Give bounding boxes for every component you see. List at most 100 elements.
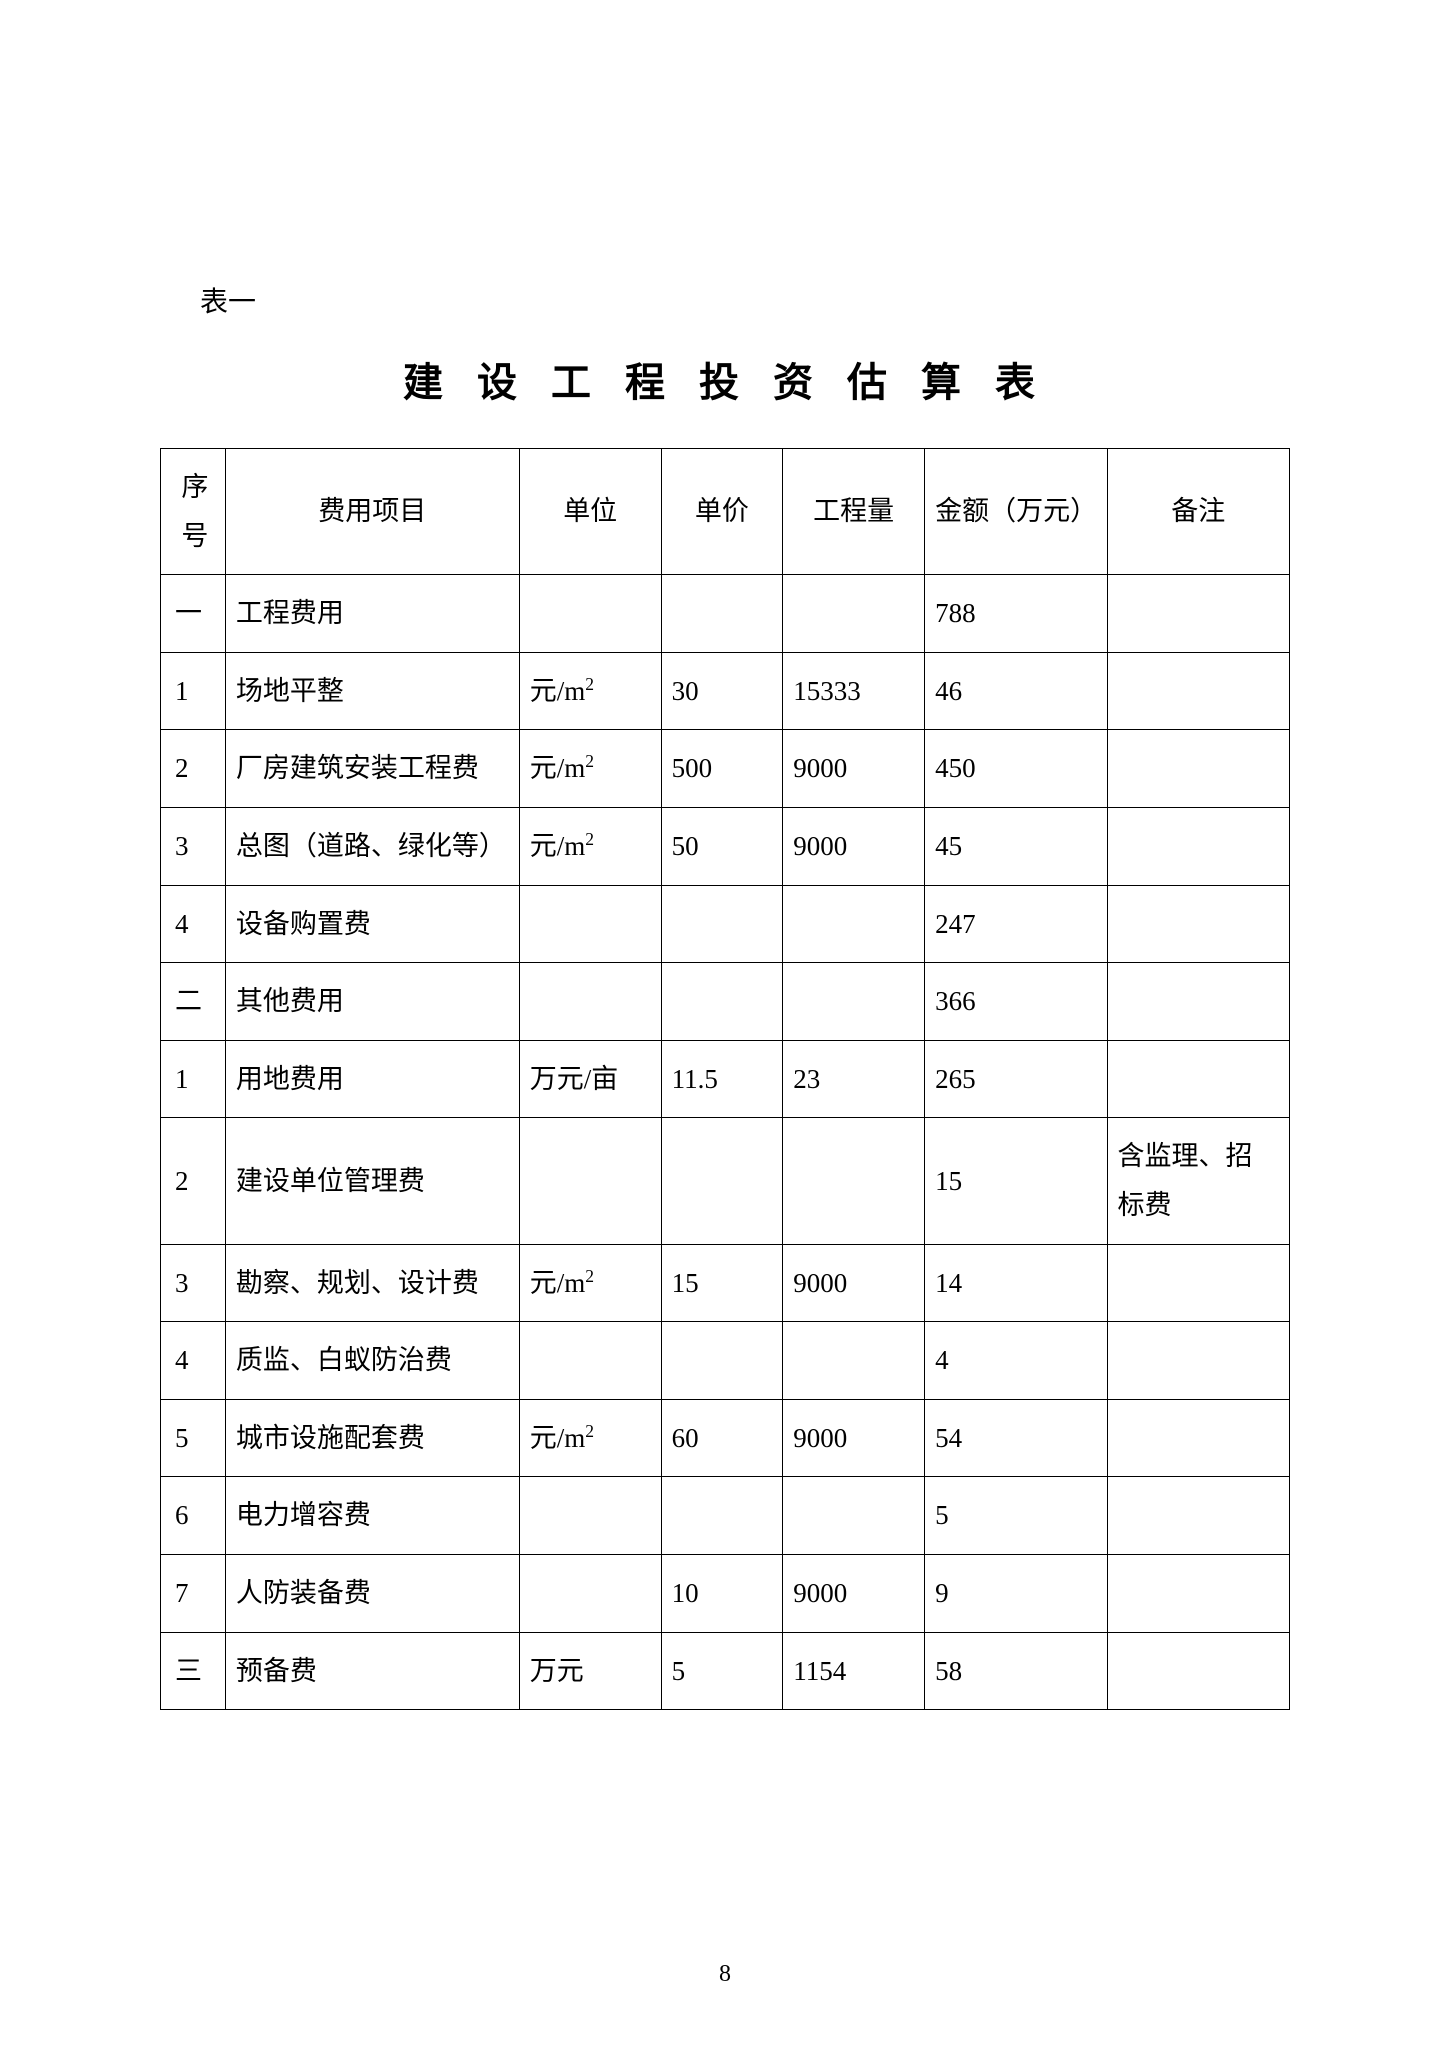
cell-unit: [519, 1118, 661, 1244]
cell-qty: 9000: [783, 730, 925, 808]
cell-unit: [519, 1554, 661, 1632]
cell-seq: 4: [161, 885, 226, 963]
cell-remark: 含监理、招标费: [1107, 1118, 1289, 1244]
cell-amount: 54: [925, 1399, 1107, 1477]
cell-remark: [1107, 963, 1289, 1041]
unit-prefix: 元/m: [530, 1423, 586, 1453]
cell-item: 厂房建筑安装工程费: [225, 730, 519, 808]
page-number: 8: [0, 1961, 1450, 1988]
cell-qty: [783, 885, 925, 963]
document-page: 表一 建 设 工 程 投 资 估 算 表 序号 费用项目 单位 单价 工程量 金…: [0, 0, 1450, 2048]
cell-amount: 45: [925, 807, 1107, 885]
cell-seq: 1: [161, 652, 226, 730]
cell-seq: 3: [161, 1244, 226, 1322]
cell-item: 其他费用: [225, 963, 519, 1041]
unit-sup: 2: [585, 1266, 594, 1286]
cell-item: 城市设施配套费: [225, 1399, 519, 1477]
cell-unit: [519, 885, 661, 963]
cell-amount: 5: [925, 1477, 1107, 1555]
cell-seq: 1: [161, 1040, 226, 1118]
unit-sup: 2: [585, 751, 594, 771]
cell-unit: 万元/亩: [519, 1040, 661, 1118]
cell-item: 建设单位管理费: [225, 1118, 519, 1244]
cell-remark: [1107, 807, 1289, 885]
cell-price: 30: [661, 652, 783, 730]
col-header-remark: 备注: [1107, 449, 1289, 575]
cell-seq: 2: [161, 730, 226, 808]
cell-amount: 46: [925, 652, 1107, 730]
cell-item: 场地平整: [225, 652, 519, 730]
cell-price: [661, 885, 783, 963]
cell-price: [661, 1477, 783, 1555]
cell-remark: [1107, 885, 1289, 963]
cell-price: 15: [661, 1244, 783, 1322]
cell-item: 人防装备费: [225, 1554, 519, 1632]
cell-remark: [1107, 1244, 1289, 1322]
table-row: 2建设单位管理费15含监理、招标费: [161, 1118, 1290, 1244]
cell-price: 5: [661, 1632, 783, 1710]
cell-item: 质监、白蚁防治费: [225, 1322, 519, 1400]
cell-qty: [783, 963, 925, 1041]
cell-item: 勘察、规划、设计费: [225, 1244, 519, 1322]
cell-seq: 2: [161, 1118, 226, 1244]
table-row: 5城市设施配套费元/m260900054: [161, 1399, 1290, 1477]
cell-qty: [783, 1118, 925, 1244]
cell-price: [661, 963, 783, 1041]
unit-prefix: 元/m: [530, 676, 586, 706]
cell-seq: 4: [161, 1322, 226, 1400]
cell-amount: 14: [925, 1244, 1107, 1322]
cell-qty: 9000: [783, 1554, 925, 1632]
budget-table: 序号 费用项目 单位 单价 工程量 金额（万元） 备注 一工程费用7881场地平…: [160, 448, 1290, 1710]
cell-seq: 6: [161, 1477, 226, 1555]
cell-seq: 一: [161, 575, 226, 653]
table-row: 3勘察、规划、设计费元/m215900014: [161, 1244, 1290, 1322]
cell-price: 60: [661, 1399, 783, 1477]
cell-amount: 247: [925, 885, 1107, 963]
cell-seq: 三: [161, 1632, 226, 1710]
cell-seq: 5: [161, 1399, 226, 1477]
col-header-unit: 单位: [519, 449, 661, 575]
page-title: 建 设 工 程 投 资 估 算 表: [160, 350, 1290, 408]
cell-unit: [519, 1322, 661, 1400]
cell-seq: 二: [161, 963, 226, 1041]
cell-item: 总图（道路、绿化等）: [225, 807, 519, 885]
cell-qty: 9000: [783, 807, 925, 885]
cell-qty: 1154: [783, 1632, 925, 1710]
cell-remark: [1107, 1554, 1289, 1632]
cell-price: [661, 1322, 783, 1400]
cell-remark: [1107, 1322, 1289, 1400]
cell-remark: [1107, 1040, 1289, 1118]
cell-qty: 15333: [783, 652, 925, 730]
table-body: 一工程费用7881场地平整元/m23015333462厂房建筑安装工程费元/m2…: [161, 575, 1290, 1710]
table-row: 1场地平整元/m2 301533346: [161, 652, 1290, 730]
col-header-amount: 金额（万元）: [925, 449, 1107, 575]
unit-sup: 2: [585, 674, 594, 694]
cell-price: [661, 575, 783, 653]
cell-qty: 9000: [783, 1399, 925, 1477]
unit-prefix: 元/m: [530, 1268, 586, 1298]
cell-remark: [1107, 730, 1289, 808]
cell-item: 用地费用: [225, 1040, 519, 1118]
cell-qty: [783, 1477, 925, 1555]
col-header-seq: 序号: [161, 449, 226, 575]
cell-price: 10: [661, 1554, 783, 1632]
cell-amount: 788: [925, 575, 1107, 653]
cell-unit: [519, 1477, 661, 1555]
cell-unit: 元/m2: [519, 1399, 661, 1477]
cell-seq: 7: [161, 1554, 226, 1632]
table-row: 二其他费用366: [161, 963, 1290, 1041]
cell-item: 电力增容费: [225, 1477, 519, 1555]
cell-remark: [1107, 1632, 1289, 1710]
table-header-row: 序号 费用项目 单位 单价 工程量 金额（万元） 备注: [161, 449, 1290, 575]
cell-amount: 4: [925, 1322, 1107, 1400]
table-row: 一工程费用788: [161, 575, 1290, 653]
cell-unit: [519, 963, 661, 1041]
table-label: 表一: [160, 280, 1290, 320]
unit-sup: 2: [585, 1421, 594, 1441]
table-row: 三预备费万元5115458: [161, 1632, 1290, 1710]
cell-remark: [1107, 575, 1289, 653]
unit-prefix: 元/m: [530, 831, 586, 861]
cell-unit: 元/m2: [519, 730, 661, 808]
unit-sup: 2: [585, 829, 594, 849]
table-row: 6电力增容费 5: [161, 1477, 1290, 1555]
